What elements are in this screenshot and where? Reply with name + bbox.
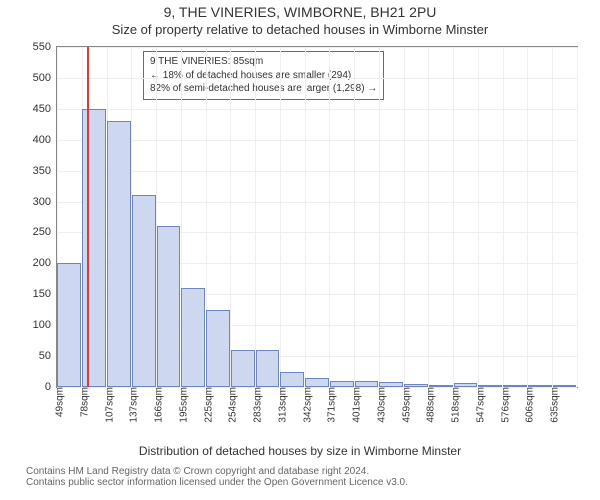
x-tick-label: 430sqm [374,387,387,423]
histogram-bar [503,385,527,387]
x-tick-label: 166sqm [152,387,165,423]
histogram-bar [157,226,181,387]
histogram-bar [107,121,131,387]
x-tick-label: 635sqm [548,387,561,423]
y-tick-label: 50 [39,350,57,362]
gridline-v [354,47,355,387]
gridline-h [57,140,577,141]
x-tick-label: 576sqm [498,387,511,423]
gridline-h [57,78,577,79]
x-tick-label: 137sqm [127,387,140,423]
histogram-bar [181,288,205,387]
gridline-v [577,47,578,387]
x-tick-label: 225sqm [201,387,214,423]
gridline-v [230,47,231,387]
gridline-v [453,47,454,387]
y-tick-label: 350 [33,165,57,177]
histogram-bar [429,385,453,387]
x-tick-label: 107sqm [102,387,115,423]
property-marker-line [87,47,89,387]
y-tick-label: 500 [33,72,57,84]
histogram-bar [256,350,280,387]
histogram-bar [553,385,577,387]
x-tick-label: 254sqm [226,387,239,423]
x-tick-label: 518sqm [449,387,462,423]
chart-container: 9, THE VINERIES, WIMBORNE, BH21 2PU Size… [0,0,600,500]
x-tick-label: 371sqm [325,387,338,423]
gridline-v [329,47,330,387]
gridline-v [305,47,306,387]
x-tick-label: 313sqm [275,387,288,423]
y-tick-label: 450 [33,103,57,115]
gridline-v [527,47,528,387]
y-tick-label: 300 [33,196,57,208]
footer-attribution: Contains HM Land Registry data © Crown c… [0,466,600,488]
footer-line: Contains public sector information licen… [26,477,600,488]
histogram-bar [305,378,329,387]
x-tick-label: 606sqm [523,387,536,423]
y-tick-label: 550 [33,41,57,53]
page-title: 9, THE VINERIES, WIMBORNE, BH21 2PU [0,0,600,20]
x-tick-label: 547sqm [473,387,486,423]
legend-box: 9 THE VINERIES: 85sqm← 18% of detached h… [143,51,384,100]
gridline-v [552,47,553,387]
x-tick-label: 488sqm [424,387,437,423]
gridline-v [379,47,380,387]
gridline-h [57,109,577,110]
x-tick-label: 459sqm [399,387,412,423]
x-tick-label: 195sqm [176,387,189,423]
legend-line: 82% of semi-detached houses are larger (… [150,82,377,96]
gridline-v [255,47,256,387]
histogram-bar [231,350,255,387]
y-tick-label: 100 [33,319,57,331]
histogram-bar [404,384,428,387]
y-tick-label: 400 [33,134,57,146]
histogram-bar [478,385,502,387]
y-tick-label: 200 [33,257,57,269]
histogram-bar [454,383,478,387]
chart-subtitle: Size of property relative to detached ho… [0,20,600,39]
histogram-bar [280,372,304,387]
x-axis-label: Distribution of detached houses by size … [0,444,600,458]
gridline-v [503,47,504,387]
plot-area: 9 THE VINERIES: 85sqm← 18% of detached h… [56,46,578,388]
histogram-bar [82,109,106,387]
histogram-bar [57,263,81,387]
gridline-v [478,47,479,387]
footer-line: Contains HM Land Registry data © Crown c… [26,466,600,477]
y-tick-label: 150 [33,288,57,300]
histogram-bar [132,195,156,387]
x-tick-label: 342sqm [300,387,313,423]
x-tick-label: 49sqm [53,387,66,417]
x-tick-label: 78sqm [77,387,90,417]
gridline-h [57,47,577,48]
gridline-v [404,47,405,387]
gridline-v [280,47,281,387]
histogram-bar [355,381,379,387]
legend-line: 9 THE VINERIES: 85sqm [150,55,377,69]
x-tick-label: 283sqm [251,387,264,423]
gridline-v [428,47,429,387]
histogram-bar [528,385,552,387]
x-tick-label: 401sqm [350,387,363,423]
histogram-bar [330,381,354,387]
histogram-bar [379,382,403,387]
histogram-bar [206,310,230,387]
gridline-h [57,171,577,172]
legend-line: ← 18% of detached houses are smaller (29… [150,69,377,83]
y-tick-label: 250 [33,226,57,238]
